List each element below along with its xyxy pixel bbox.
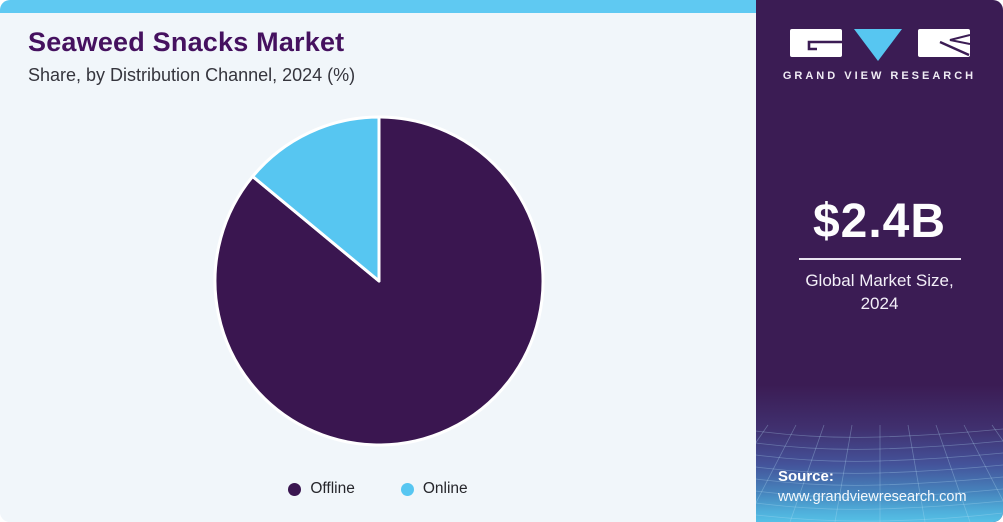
- mesh-pattern: [756, 385, 1003, 522]
- stat-value: $2.4B: [812, 195, 947, 248]
- page-title: Seaweed Snacks Market: [28, 27, 345, 57]
- stat-divider: [798, 258, 961, 260]
- pie-chart-svg: [213, 115, 545, 447]
- stat-label-line1: Global Market Size,: [805, 271, 954, 290]
- logo-r-notch: [949, 34, 970, 45]
- chart-subtitle: Share, by Distribution Channel, 2024 (%): [28, 65, 356, 85]
- logo-g-mark: [807, 40, 842, 51]
- logo-r-leg: [939, 40, 969, 57]
- legend-item-offline: Offline: [288, 480, 355, 498]
- stat-label: Global Market Size, 2024: [756, 270, 1003, 316]
- gvr-logo-marks: [789, 29, 970, 61]
- pie-slice-online: [251, 115, 381, 283]
- chart-header: Seaweed Snacks Market Share, by Distribu…: [28, 27, 355, 86]
- source-label: Source:: [778, 468, 834, 485]
- legend-dot-offline-icon: [288, 482, 302, 496]
- mesh-gradient-footer: [756, 385, 1003, 522]
- chart-legend: Offline Online: [0, 480, 756, 498]
- market-size-stat: $2.4B Global Market Size, 2024: [756, 198, 1003, 316]
- chart-panel: Seaweed Snacks Market Share, by Distribu…: [0, 0, 756, 498]
- source-url-link[interactable]: www.grandviewresearch.com: [778, 489, 967, 505]
- logo-v-triangle-icon: [853, 29, 902, 61]
- gvr-logo: GRAND VIEW RESEARCH: [756, 26, 1003, 82]
- brand-name: GRAND VIEW RESEARCH: [782, 70, 977, 82]
- legend-dot-online-icon: [400, 482, 414, 496]
- legend-item-online: Online: [400, 480, 468, 498]
- legend-label: Online: [422, 480, 468, 497]
- top-accent-strip: [0, 0, 756, 13]
- pie-chart: [212, 114, 546, 448]
- brand-sidebar: GRAND VIEW RESEARCH $2.4B Global Market …: [756, 0, 1003, 522]
- legend-label: Offline: [310, 480, 355, 497]
- stat-label-line2: 2024: [860, 293, 899, 313]
- source-block: Source: www.grandviewresearch.com: [778, 468, 967, 505]
